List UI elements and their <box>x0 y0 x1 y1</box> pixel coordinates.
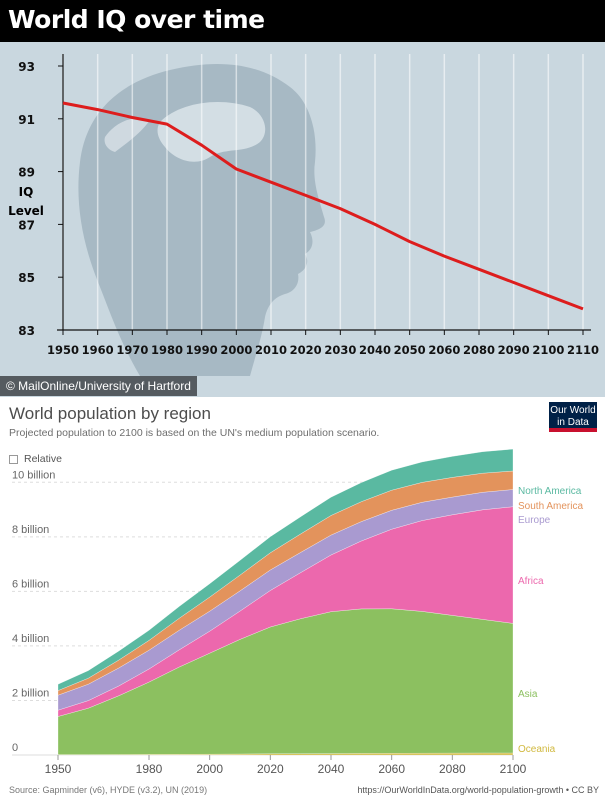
population-y-tick-label: 2 billion <box>12 687 49 699</box>
population-y-tick-label: 4 billion <box>12 633 49 645</box>
population-x-tick-label: 2040 <box>318 762 345 776</box>
population-y-tick-label: 0 <box>12 742 18 754</box>
population-y-tick-label: 8 billion <box>12 524 49 536</box>
iq-x-tick-label: 2010 <box>255 343 287 357</box>
iq-chart-title: World IQ over time <box>8 5 265 34</box>
population-y-tick-label: 6 billion <box>12 578 49 590</box>
relative-label: Relative <box>24 453 62 465</box>
iq-chart-plot: 93 91 89 87 85 83 1950 1960 1970 1980 1990 2000 201… <box>18 54 599 376</box>
owid-logo-line2: in Data <box>557 417 589 428</box>
population-x-tick-label: 1950 <box>45 762 72 776</box>
iq-y-tick-label: 89 <box>18 166 35 180</box>
relative-checkbox[interactable] <box>9 454 18 464</box>
iq-chart-panel: 93 91 89 87 85 83 1950 1960 1970 1980 1990 2000 201… <box>0 0 605 397</box>
iq-y-tick-label: 91 <box>18 113 35 127</box>
iq-x-tick-label: 1950 <box>47 343 79 357</box>
iq-gridlines <box>57 54 591 331</box>
population-x-tick-label: 2080 <box>439 762 466 776</box>
iq-credit: © MailOnline/University of Hartford <box>0 376 197 396</box>
population-chart-title: World population by region <box>9 404 211 423</box>
owid-logo-line1: Our World <box>550 405 596 416</box>
iq-x-tick-label: 2000 <box>220 343 252 357</box>
iq-x-tick-label: 1970 <box>116 343 148 357</box>
iq-y-tick-label: 87 <box>18 218 35 232</box>
population-x-axis: 1950 1980 2000 2020 2040 2060 2080 2100 <box>45 755 527 776</box>
legend-asia: Asia <box>518 689 538 700</box>
iq-y-axis-label: IQ Level <box>6 183 46 221</box>
population-url-link[interactable]: https://OurWorldInData.org/world-populat… <box>357 785 599 795</box>
iq-x-tick-label: 2050 <box>394 343 426 357</box>
population-y-tick-label: 10 billion <box>12 469 55 481</box>
iq-x-tick-label: 2060 <box>428 343 460 357</box>
iq-y-tick-label: 85 <box>18 271 35 285</box>
population-source: Source: Gapminder (v6), HYDE (v3.2), UN … <box>9 785 208 795</box>
population-legend: Oceania Asia Africa Europe South America Nort… <box>518 486 583 755</box>
iq-x-tick-label: 1990 <box>186 343 218 357</box>
iq-title-bar: World IQ over time <box>0 0 605 42</box>
population-x-tick-label: 1980 <box>136 762 163 776</box>
iq-x-tick-label: 2090 <box>498 343 530 357</box>
iq-x-tick-label: 2110 <box>567 343 599 357</box>
population-chart-panel: 0 2 billion 4 billion 6 billion 8 billion 10 … <box>0 397 605 800</box>
legend-europe: Europe <box>518 515 551 526</box>
iq-x-axis: 1950 1960 1970 1980 1990 2000 2010 2020 2030 2040… <box>47 330 599 357</box>
legend-africa: Africa <box>518 576 544 587</box>
population-x-tick-label: 2100 <box>500 762 527 776</box>
relative-toggle[interactable]: Relative <box>9 453 62 465</box>
population-chart-subtitle: Projected population to 2100 is based on… <box>9 427 380 439</box>
iq-x-tick-label: 2040 <box>359 343 391 357</box>
iq-y-tick-label: 83 <box>18 324 35 338</box>
population-chart-plot: 0 2 billion 4 billion 6 billion 8 billion 10 … <box>12 448 583 776</box>
iq-y-tick-label: 93 <box>18 60 35 74</box>
legend-oceania: Oceania <box>518 744 556 755</box>
population-x-tick-label: 2000 <box>196 762 223 776</box>
iq-x-tick-label: 2080 <box>463 343 495 357</box>
area-north-america[interactable] <box>57 448 514 691</box>
iq-y-axis: 93 91 89 87 85 83 <box>18 60 63 338</box>
population-x-tick-label: 2060 <box>378 762 405 776</box>
iq-y-axis-label-line2: Level <box>8 204 44 218</box>
population-y-axis: 0 2 billion 4 billion 6 billion 8 billion 10 … <box>12 469 55 754</box>
iq-x-tick-label: 1980 <box>151 343 183 357</box>
iq-x-tick-label: 2100 <box>532 343 564 357</box>
owid-logo[interactable]: Our World in Data <box>549 402 597 432</box>
iq-x-tick-label: 2020 <box>290 343 322 357</box>
legend-south-america: South America <box>518 501 583 512</box>
iq-y-axis-label-line1: IQ <box>18 185 34 199</box>
population-areas <box>57 448 514 756</box>
population-x-tick-label: 2020 <box>257 762 284 776</box>
legend-north-america: North America <box>518 486 582 497</box>
iq-x-tick-label: 1960 <box>82 343 114 357</box>
iq-series-line <box>62 101 584 311</box>
iq-x-tick-label: 2030 <box>324 343 356 357</box>
